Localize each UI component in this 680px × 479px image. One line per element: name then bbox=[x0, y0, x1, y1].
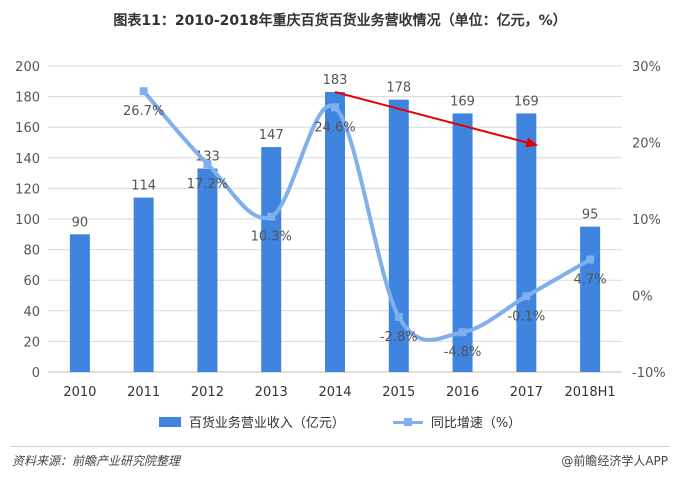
bar bbox=[325, 92, 345, 372]
brand-credit: @前瞻经济学人APP bbox=[561, 454, 668, 468]
y-tick-label: 0 bbox=[32, 366, 40, 381]
x-tick-label: 2013 bbox=[255, 385, 288, 400]
chart: 0 20 40 60 80 100 120 140 160 180 200 -10% 0% 10% 20% 3… bbox=[15, 60, 666, 400]
y2-tick-label: 30% bbox=[632, 60, 661, 75]
bar-value-label: 169 bbox=[450, 94, 475, 109]
y2-tick-label: -10% bbox=[632, 366, 666, 381]
growth-value-label: -2.8% bbox=[380, 330, 418, 345]
legend-label-growth: 同比增速（%） bbox=[430, 416, 522, 431]
trend-arrow-head bbox=[525, 137, 539, 148]
legend-line-swatch bbox=[392, 416, 423, 428]
source-note: 资料来源：前瞻产业研究院整理 bbox=[12, 454, 181, 468]
growth-value-label: -0.1% bbox=[507, 309, 545, 324]
bar bbox=[69, 234, 90, 372]
x-tick-label: 2017 bbox=[510, 385, 543, 400]
growth-point bbox=[458, 328, 467, 337]
growth-point bbox=[522, 292, 531, 301]
legend-label-revenue: 百货业务营业收入（亿元） bbox=[188, 416, 345, 431]
bar-value-label: 95 bbox=[582, 208, 599, 223]
bar bbox=[452, 113, 473, 373]
growth-value-label: 4.7% bbox=[574, 273, 607, 288]
bar bbox=[197, 168, 218, 372]
x-tick-label: 2014 bbox=[318, 385, 351, 400]
y-tick-label: 180 bbox=[15, 91, 40, 106]
x-tick-label: 2016 bbox=[446, 385, 479, 400]
legend-item-revenue: 百货业务营业收入（亿元） bbox=[158, 412, 345, 431]
bar bbox=[516, 113, 537, 373]
y2-tick-label: 0% bbox=[632, 290, 653, 305]
x-tick-label: 2012 bbox=[191, 385, 224, 400]
y-tick-label: 120 bbox=[15, 182, 40, 197]
y-tick-label: 100 bbox=[15, 213, 40, 228]
y-tick-label: 80 bbox=[23, 244, 40, 259]
x-tick-label: 2018H1 bbox=[565, 385, 616, 400]
growth-point bbox=[267, 212, 276, 221]
legend-bar-swatch bbox=[158, 416, 181, 427]
y2-tick-label: 20% bbox=[632, 137, 661, 152]
growth-line bbox=[141, 89, 593, 342]
legend: 百货业务营业收入（亿元） 同比增速（%） bbox=[0, 412, 680, 431]
y-tick-label: 140 bbox=[15, 152, 40, 167]
bar bbox=[580, 226, 601, 372]
growth-value-label: -4.8% bbox=[444, 345, 482, 360]
legend-item-growth: 同比增速（%） bbox=[392, 412, 522, 431]
growth-point bbox=[394, 312, 403, 321]
trend-arrow-line bbox=[334, 91, 527, 144]
bar bbox=[133, 197, 154, 372]
bar bbox=[261, 147, 282, 372]
y2-tick-label: 10% bbox=[632, 213, 661, 228]
x-tick-label: 2011 bbox=[127, 385, 160, 400]
bar-value-label: 133 bbox=[195, 150, 220, 165]
bar-value-label: 178 bbox=[386, 81, 411, 96]
y-tick-label: 20 bbox=[23, 335, 40, 350]
bar-value-label: 90 bbox=[72, 215, 89, 230]
bar-value-label: 183 bbox=[323, 73, 348, 88]
x-tick-label: 2010 bbox=[63, 385, 96, 400]
x-tick-label: 2015 bbox=[382, 385, 415, 400]
y-tick-label: 160 bbox=[15, 121, 40, 136]
chart-title: 图表11：2010-2018年重庆百货百货业务营收情况（单位：亿元，%） bbox=[113, 13, 567, 29]
growth-value-label: 17.2% bbox=[187, 177, 228, 192]
growth-point bbox=[203, 159, 212, 168]
y-tick-label: 60 bbox=[23, 274, 40, 289]
growth-point bbox=[139, 87, 148, 96]
growth-value-label: 10.3% bbox=[251, 230, 292, 245]
bar-value-label: 147 bbox=[259, 128, 284, 143]
growth-value-label: 26.7% bbox=[123, 104, 164, 119]
footer-divider bbox=[10, 446, 670, 447]
bar-value-label: 169 bbox=[514, 94, 539, 109]
growth-point bbox=[586, 255, 595, 264]
growth-value-label: 24.6% bbox=[314, 120, 355, 135]
y-tick-label: 40 bbox=[23, 305, 40, 320]
y-tick-label: 200 bbox=[15, 60, 40, 75]
bar-value-label: 114 bbox=[131, 179, 156, 194]
growth-point bbox=[331, 103, 339, 112]
